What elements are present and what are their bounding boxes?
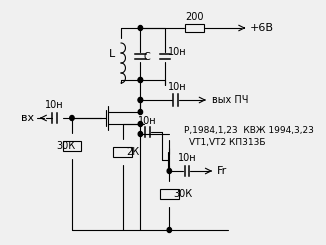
- Bar: [113, 147, 132, 157]
- Circle shape: [138, 98, 142, 102]
- Text: вх: вх: [21, 113, 34, 123]
- Text: вых ПЧ: вых ПЧ: [212, 95, 249, 105]
- Text: +6B: +6B: [250, 23, 274, 33]
- Bar: [63, 141, 81, 151]
- Text: Fr: Fr: [217, 166, 227, 176]
- Circle shape: [138, 98, 142, 102]
- Circle shape: [138, 77, 142, 83]
- Circle shape: [167, 228, 171, 233]
- Circle shape: [138, 132, 142, 136]
- Text: 30К: 30К: [173, 189, 192, 199]
- Text: 10н: 10н: [178, 153, 196, 163]
- Circle shape: [138, 25, 142, 30]
- Circle shape: [167, 169, 171, 173]
- Bar: [160, 189, 179, 199]
- Text: 30К: 30К: [56, 141, 75, 151]
- Text: 200: 200: [185, 12, 204, 22]
- Text: Р,1984,1,23  КВЖ 1994,3,23: Р,1984,1,23 КВЖ 1994,3,23: [184, 125, 314, 135]
- Circle shape: [138, 110, 142, 114]
- Bar: [185, 24, 204, 32]
- Circle shape: [70, 115, 74, 121]
- Text: 2К: 2К: [126, 147, 140, 157]
- Text: 10н: 10н: [45, 100, 64, 110]
- Text: L: L: [109, 49, 115, 59]
- Circle shape: [138, 77, 142, 83]
- Text: C: C: [143, 52, 150, 62]
- Text: VT1,VT2 КП313Б: VT1,VT2 КП313Б: [189, 138, 265, 147]
- Circle shape: [138, 122, 142, 126]
- Text: 10н: 10н: [138, 116, 157, 126]
- Text: 10н: 10н: [168, 82, 186, 92]
- Text: 10н: 10н: [168, 47, 186, 57]
